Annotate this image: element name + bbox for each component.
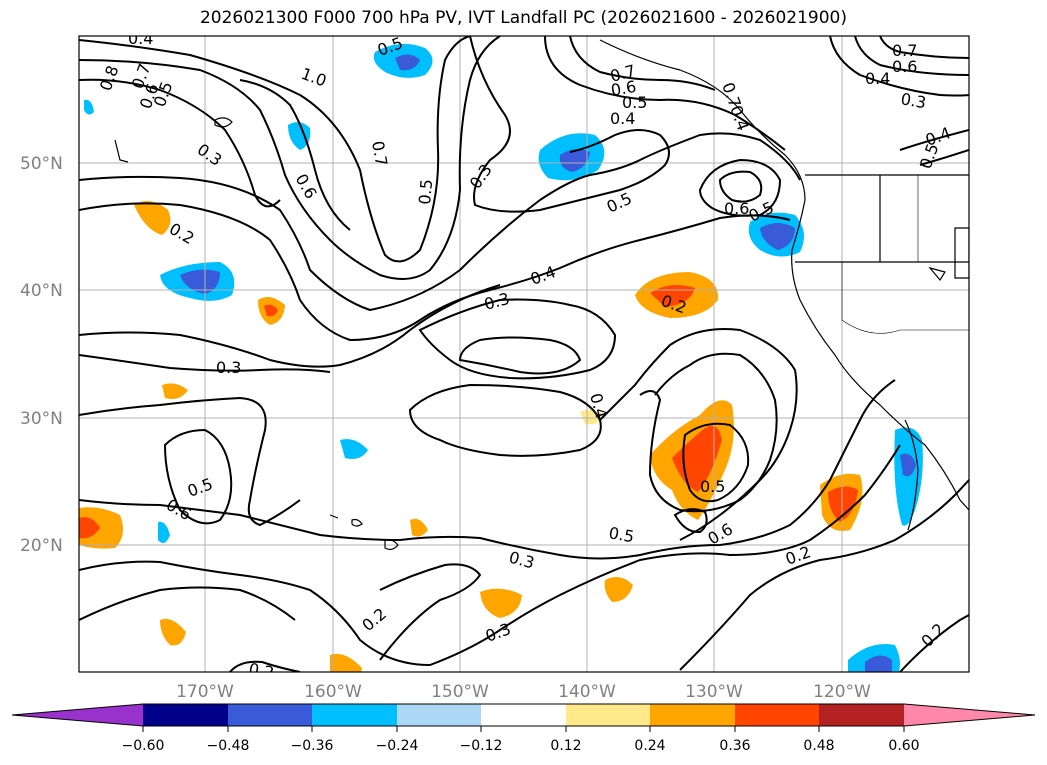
contour-label: 0.6 [609, 77, 637, 100]
latitude-labels: 50°N 40°N 30°N 20°N [20, 154, 63, 556]
colorbar-segment [481, 704, 566, 726]
colorbar-tick: −0.48 [207, 738, 250, 754]
colorbar-segment [819, 704, 904, 726]
pos-anomaly [580, 409, 605, 425]
coastlines [114, 39, 969, 551]
lon-label: 160°W [304, 682, 362, 702]
neg-anomaly [84, 99, 94, 115]
colorbar-tick: 0.36 [719, 738, 750, 754]
pos-anomaly [264, 304, 278, 317]
contour-label: 0.2 [247, 659, 275, 682]
lon-label: 170°W [176, 682, 234, 702]
contour-label: 0.3 [899, 89, 927, 112]
colorbar-segment [228, 704, 312, 726]
contour-label: 0.6 [892, 57, 917, 76]
lat-label: 50°N [20, 154, 63, 174]
pos-anomaly [828, 486, 858, 522]
colorbar-tick: −0.24 [376, 738, 419, 754]
contour-label: 0.5 [622, 93, 647, 112]
lat-label: 40°N [20, 281, 63, 301]
neg-anomaly [760, 223, 795, 250]
map-frame [78, 35, 970, 673]
pv-contours [79, 36, 969, 672]
lat-label: 20°N [20, 536, 63, 556]
neg-anomaly [559, 149, 590, 172]
map-title: 2026021300 F000 700 hPa PV, IVT Landfall… [199, 8, 847, 28]
map-background [79, 36, 969, 672]
pos-anomaly [672, 425, 722, 492]
colorbar-segment [397, 704, 481, 726]
contour-label: 0.5 [375, 33, 405, 60]
colorbar-extend-high [904, 704, 1035, 726]
pos-anomaly [160, 618, 186, 646]
neg-anomaly [395, 54, 420, 71]
colorbar-segment [735, 704, 819, 726]
pos-anomaly [134, 201, 171, 235]
contour-label: 0.7 [892, 41, 917, 60]
lon-label: 140°W [558, 682, 616, 702]
pos-anomaly [330, 653, 362, 672]
pos-anomaly [480, 588, 522, 618]
contour-label: 0.5 [415, 178, 436, 205]
pos-anomaly [79, 517, 100, 539]
colorbar-tick: −0.36 [291, 738, 334, 754]
colorbar-segment [650, 704, 735, 726]
colorbar-tick: −0.60 [122, 738, 165, 754]
pos-anomaly [410, 518, 428, 537]
colorbar-tick: −0.12 [460, 738, 503, 754]
colorbar-segment [312, 704, 397, 726]
colorbar-tick: 0.12 [550, 738, 581, 754]
contour-label: 0.5 [607, 523, 635, 546]
colorbar: −0.60 −0.48 −0.36 −0.24 −0.12 0.12 0.24 … [11, 703, 1036, 754]
neg-anomaly [288, 122, 311, 150]
colorbar-tick: 0.60 [888, 738, 919, 754]
colorbar-segment [143, 704, 228, 726]
colorbar-tick: 0.48 [803, 738, 834, 754]
neg-anomaly [900, 453, 916, 477]
lon-label: 130°W [685, 682, 743, 702]
contour-label: 0.5 [700, 477, 725, 496]
colorbar-tick: 0.24 [634, 738, 665, 754]
contour-label: 0.4 [610, 109, 635, 128]
colorbar-segment [566, 704, 650, 726]
lon-label: 150°W [431, 682, 489, 702]
contour-label: 0.6 [724, 199, 749, 218]
lon-label: 120°W [813, 682, 871, 702]
contour-label: 0.7 [368, 139, 391, 167]
neg-anomaly [340, 439, 368, 459]
longitude-labels: 170°W 160°W 150°W 140°W 130°W 120°W [176, 682, 871, 702]
pos-anomaly [162, 383, 188, 399]
colorbar-extend-low [12, 704, 143, 726]
pos-anomaly [604, 576, 633, 602]
contour-label: 0.4 [865, 69, 890, 88]
pos-anomaly [79, 507, 124, 549]
neg-anomaly [865, 655, 892, 672]
neg-anomaly [180, 269, 220, 294]
contour-label: 0.3 [216, 358, 241, 377]
contour-label: 0.4 [128, 29, 153, 48]
lat-label: 30°N [20, 409, 63, 429]
neg-anomaly [158, 521, 170, 544]
anomaly-shading [79, 43, 923, 672]
